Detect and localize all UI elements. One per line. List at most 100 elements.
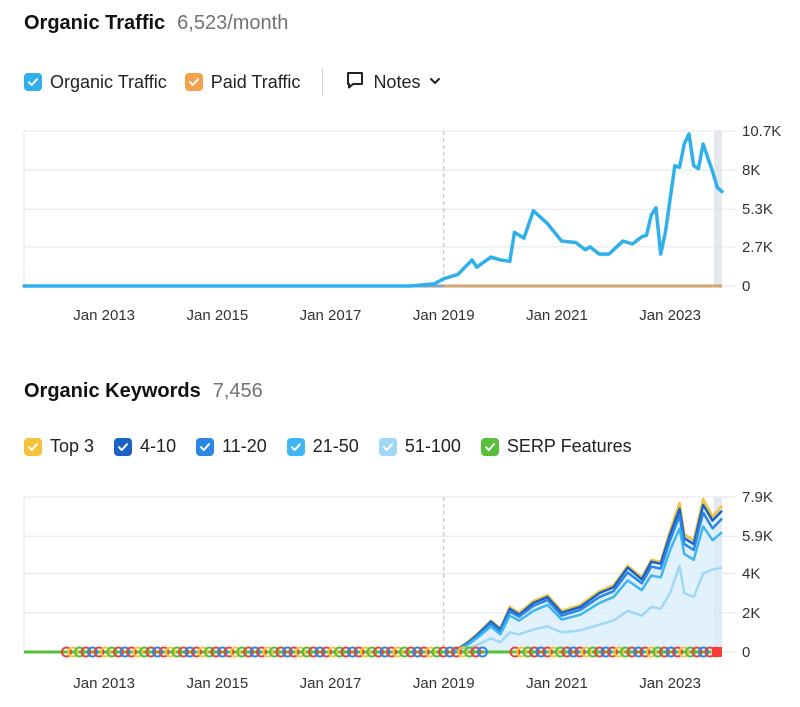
serp-feature-marker[interactable] [119,646,131,658]
serp-feature-marker[interactable] [509,646,521,658]
serp-feature-marker[interactable] [567,646,579,658]
legend-11-20[interactable]: 11-20 [196,436,267,457]
serp-feature-marker[interactable] [164,646,176,658]
serp-feature-marker[interactable] [600,646,612,658]
serp-feature-marker[interactable] [99,646,111,658]
serp-feature-marker[interactable] [281,646,293,658]
serp-feature-marker[interactable] [93,646,105,658]
serp-feature-marker[interactable] [151,646,163,658]
checkbox-icon[interactable] [114,437,133,456]
legend-51-100[interactable]: 51-100 [378,436,461,457]
serp-feature-marker[interactable] [158,646,170,658]
serp-feature-marker[interactable] [73,646,85,658]
serp-feature-marker[interactable] [275,646,287,658]
serp-feature-marker[interactable] [535,646,547,658]
legend-21-50[interactable]: 21-50 [286,436,359,457]
serp-feature-marker[interactable] [262,646,274,658]
serp-feature-marker[interactable] [671,646,683,658]
legend-4-10[interactable]: 4-10 [114,436,176,457]
serp-feature-marker[interactable] [444,646,456,658]
checkbox-icon[interactable] [286,437,305,456]
serp-feature-marker[interactable] [320,646,332,658]
serp-feature-marker[interactable] [463,646,475,658]
serp-feature-marker[interactable] [476,646,488,658]
serp-feature-marker[interactable] [392,646,404,658]
serp-feature-marker[interactable] [184,646,196,658]
traffic-chart[interactable]: 0 2.7K 5.3K 8K 10.7K Jan 2013 Jan 2015 Jan 2017… [0,0,800,340]
serp-feature-marker[interactable] [255,646,267,658]
serp-feature-marker[interactable] [437,646,449,658]
serp-feature-marker[interactable] [457,646,469,658]
serp-feature-marker[interactable] [398,646,410,658]
serp-feature-marker[interactable] [593,646,605,658]
serp-feature-marker[interactable] [418,646,430,658]
serp-feature-marker[interactable] [541,646,553,658]
checkbox-icon[interactable] [24,437,42,456]
serp-feature-marker[interactable] [424,646,436,658]
serp-feature-marker[interactable] [210,646,222,658]
serp-feature-marker[interactable] [223,646,235,658]
series-line-organic-traffic[interactable] [22,132,724,288]
serp-feature-marker[interactable] [554,646,566,658]
serp-feature-marker[interactable] [626,646,638,658]
serp-feature-marker[interactable] [522,646,534,658]
serp-feature-marker[interactable] [678,646,690,658]
serp-feature-marker[interactable] [216,646,228,658]
serp-feature-marker[interactable] [639,646,651,658]
serp-feature-marker[interactable] [132,646,144,658]
serp-feature-marker[interactable] [515,646,527,658]
serp-feature-marker[interactable] [366,646,378,658]
serp-feature-marker[interactable] [301,646,313,658]
serp-feature-marker[interactable] [177,646,189,658]
serp-feature-marker[interactable] [411,646,423,658]
serp-feature-marker[interactable] [80,646,92,658]
serp-feature-marker[interactable] [528,646,540,658]
serp-feature-marker[interactable] [67,646,79,658]
legend-top-3[interactable]: Top 3 [24,436,94,457]
serp-feature-marker[interactable] [242,646,254,658]
serp-feature-marker[interactable] [249,646,261,658]
serp-feature-marker[interactable] [372,646,384,658]
serp-feature-marker[interactable] [665,646,677,658]
series-line-4-10[interactable] [452,503,723,654]
serp-feature-marker[interactable] [379,646,391,658]
serp-feature-marker[interactable] [652,646,664,658]
checkbox-icon[interactable] [24,73,42,91]
checkbox-icon[interactable] [184,73,203,91]
checkbox-icon[interactable] [378,437,397,456]
legend-serp-features[interactable]: SERP Features [480,436,632,457]
serp-feature-marker[interactable] [587,646,599,658]
checkbox-icon[interactable] [480,437,499,456]
serp-feature-marker[interactable] [60,646,72,658]
legend-paid-traffic[interactable]: Paid Traffic [184,72,300,93]
serp-feature-marker[interactable] [145,646,157,658]
serp-feature-marker[interactable] [314,646,326,658]
serp-feature-marker[interactable] [431,646,443,658]
serp-feature-marker[interactable] [548,646,560,658]
serp-feature-marker[interactable] [125,646,137,658]
serp-feature-marker[interactable] [574,646,586,658]
serp-feature-marker[interactable] [606,646,618,658]
serp-feature-marker[interactable] [405,646,417,658]
serp-feature-marker[interactable] [106,646,118,658]
serp-feature-marker[interactable] [580,646,592,658]
serp-feature-marker[interactable] [190,646,202,658]
serp-feature-marker[interactable] [450,646,462,658]
serp-feature-marker[interactable] [294,646,306,658]
serp-feature-marker[interactable] [236,646,248,658]
serp-feature-marker[interactable] [333,646,345,658]
legend-organic-traffic[interactable]: Organic Traffic [24,72,167,93]
serp-feature-marker[interactable] [112,646,124,658]
serp-feature-marker[interactable] [684,646,696,658]
notes-dropdown[interactable]: Notes [345,70,442,95]
serp-feature-marker[interactable] [229,646,241,658]
series-line-51-100[interactable] [452,564,723,654]
serp-feature-marker[interactable] [138,646,150,658]
serp-feature-marker[interactable] [470,646,482,658]
serp-feature-marker[interactable] [658,646,670,658]
checkbox-icon[interactable] [196,437,215,456]
serp-feature-marker[interactable] [346,646,358,658]
serp-feature-marker[interactable] [340,646,352,658]
serp-feature-marker[interactable] [691,646,703,658]
